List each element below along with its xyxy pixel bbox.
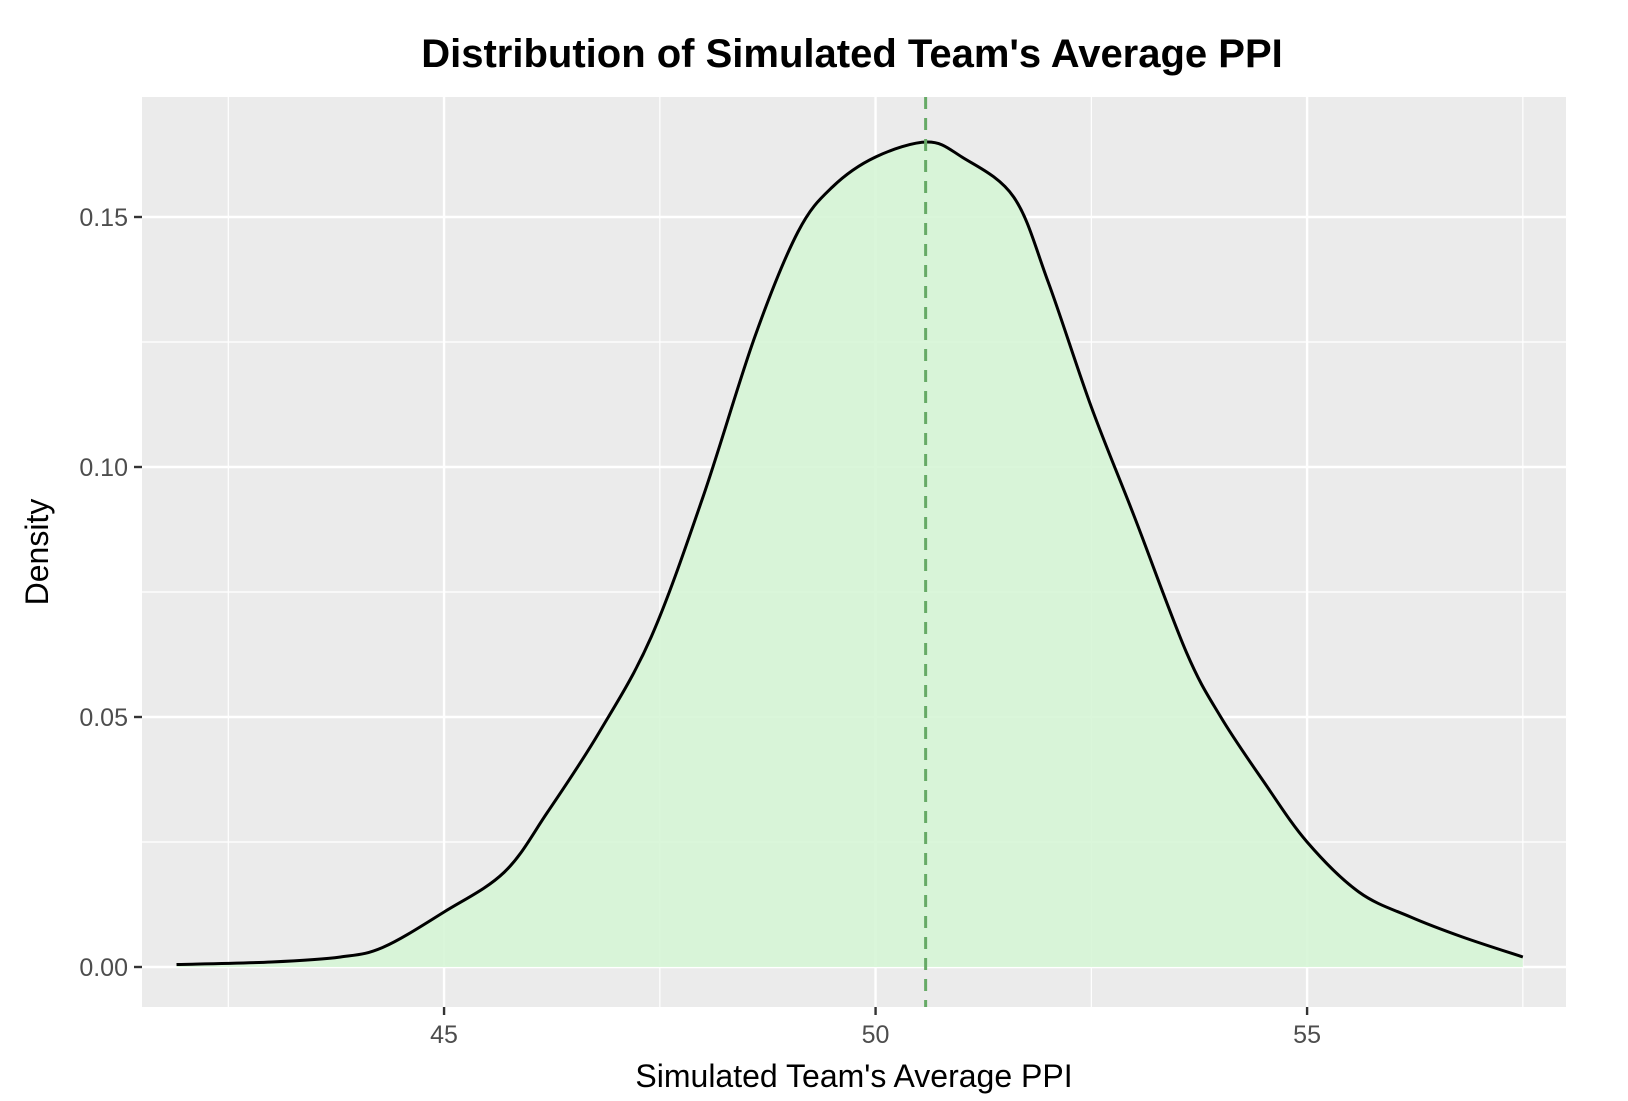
x-tick-label-0: 45 (430, 1021, 458, 1049)
density-area (176, 142, 1523, 967)
x-tick-label-1: 50 (862, 1021, 890, 1049)
x-tick-label-2: 55 (1293, 1021, 1321, 1049)
y-tick-label-0: 0.00 (79, 954, 128, 982)
y-axis-title: Density (19, 499, 55, 606)
y-tick-label-2: 0.10 (79, 454, 128, 482)
y-tick-label-3: 0.15 (79, 204, 128, 232)
x-axis-title: Simulated Team's Average PPI (635, 1058, 1072, 1094)
y-axis: 0.00 0.05 0.10 0.15 (79, 204, 142, 982)
density-line (176, 140, 1524, 966)
x-axis: 45 50 55 (430, 1007, 1321, 1049)
chart-title: Distribution of Simulated Team's Average… (421, 32, 1283, 76)
y-tick-label-1: 0.05 (79, 704, 128, 732)
